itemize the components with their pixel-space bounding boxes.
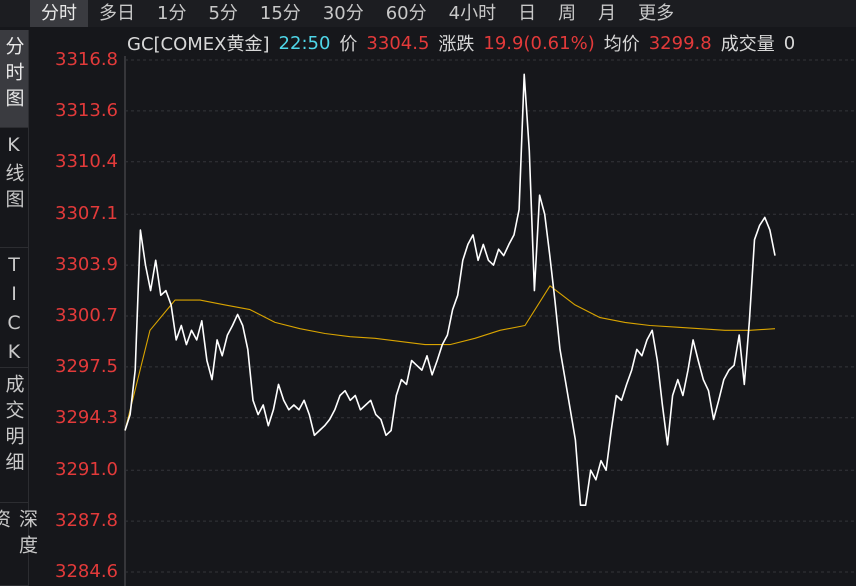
y-tick-label: 3287.8 [55, 510, 118, 531]
y-tick-label: 3297.5 [55, 356, 118, 377]
avg-label: 均价 [603, 34, 640, 55]
toolbar-tab[interactable]: 5分 [208, 3, 238, 24]
y-tick-label: 3300.7 [55, 305, 118, 326]
toolbar-tab[interactable]: 周 [558, 3, 577, 24]
price-line [124, 73, 776, 506]
side-tab[interactable]: K线图 [0, 128, 28, 248]
toolbar-tab[interactable]: 月 [598, 3, 617, 24]
side-tab[interactable]: 分时图 [0, 30, 28, 128]
toolbar-tab[interactable]: 30分 [322, 3, 364, 24]
y-tick-label: 3284.6 [55, 561, 118, 582]
symbol: GC[COMEX黄金] [127, 34, 270, 55]
side-tabs: 分时图 K线图 TICK 成交明细 深度资 [0, 30, 38, 586]
toolbar-tab[interactable]: 更多 [638, 3, 675, 24]
y-tick-label: 3307.1 [55, 203, 118, 224]
y-tick-label: 3310.4 [55, 151, 118, 172]
side-tab[interactable]: TICK [0, 248, 28, 370]
toolbar-tab[interactable]: 4小时 [448, 3, 497, 24]
change: 19.9(0.61%) [483, 32, 595, 54]
avg: 3299.8 [648, 32, 712, 54]
side-tab[interactable]: 深度资 [0, 503, 38, 586]
price-line [124, 285, 776, 431]
toolbar-tab[interactable]: 1分 [157, 3, 187, 24]
y-tick-label: 3313.6 [55, 100, 118, 121]
y-tick-label: 3294.3 [55, 407, 118, 428]
toolbar-tab[interactable]: 日 [518, 3, 537, 24]
volume: 0 [783, 32, 796, 54]
side-tab[interactable]: 成交明细 [0, 368, 28, 503]
volume-label: 成交量 [720, 34, 775, 55]
price-label: 价 [339, 34, 358, 55]
y-tick-label: 3291.0 [55, 459, 118, 480]
toolbar-tab[interactable]: 15分 [259, 3, 301, 24]
time: 22:50 [278, 32, 331, 54]
change-label: 涨跌 [438, 34, 475, 55]
toolbar-tab[interactable]: 分时 [30, 0, 88, 27]
y-tick-label: 3316.8 [55, 49, 118, 70]
quote-header: GC[COMEX黄金] 22:50 价 3304.5 涨跌 19.9(0.61%… [127, 30, 795, 56]
toolbar-tab[interactable]: 60分 [385, 3, 427, 24]
y-tick-label: 3303.9 [55, 254, 118, 275]
price: 3304.5 [366, 32, 430, 54]
toolbar-tab[interactable]: 多日 [99, 3, 135, 24]
toolbar: 分时 多日 1分 5分 15分 30分 60分 4小时日周月更多 [0, 0, 856, 27]
